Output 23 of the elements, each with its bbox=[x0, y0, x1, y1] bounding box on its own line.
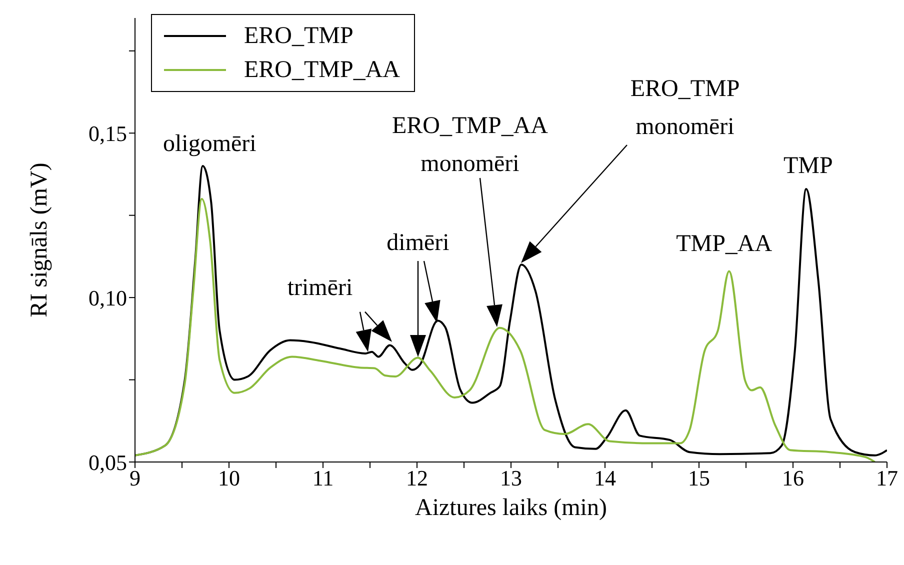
x-tick-label: 11 bbox=[312, 466, 334, 491]
y-axis-title: RI signāls (mV) bbox=[26, 162, 53, 318]
x-axis-title: Aiztures laiks (min) bbox=[415, 495, 607, 521]
annotation: oligomēri bbox=[163, 131, 257, 157]
x-tick-label: 13 bbox=[500, 466, 522, 491]
x-tick-label: 15 bbox=[688, 466, 710, 491]
legend-label: ERO_TMP_AA bbox=[244, 56, 400, 84]
x-tick-label: 10 bbox=[218, 466, 240, 491]
x-tick-label: 16 bbox=[782, 466, 804, 491]
y-tick-label: 0,05 bbox=[88, 450, 127, 475]
annotation: TMP bbox=[783, 153, 833, 180]
legend-label: ERO_TMP bbox=[244, 22, 354, 50]
y-tick-label: 0,10 bbox=[88, 285, 127, 310]
annotation: ERO_TMP monomēri bbox=[630, 76, 740, 140]
x-tick-label: 17 bbox=[876, 466, 898, 491]
annotation: ERO_TMP_AA monomēri bbox=[392, 113, 549, 177]
annotation: dimēri bbox=[386, 230, 450, 256]
annotation: TMP_AA bbox=[676, 231, 773, 258]
annotation: trimēri bbox=[287, 274, 353, 301]
x-tick-label: 14 bbox=[594, 466, 616, 491]
x-tick-label: 9 bbox=[130, 466, 140, 491]
x-tick-label: 12 bbox=[406, 466, 428, 491]
y-tick-label: 0,15 bbox=[88, 120, 127, 146]
